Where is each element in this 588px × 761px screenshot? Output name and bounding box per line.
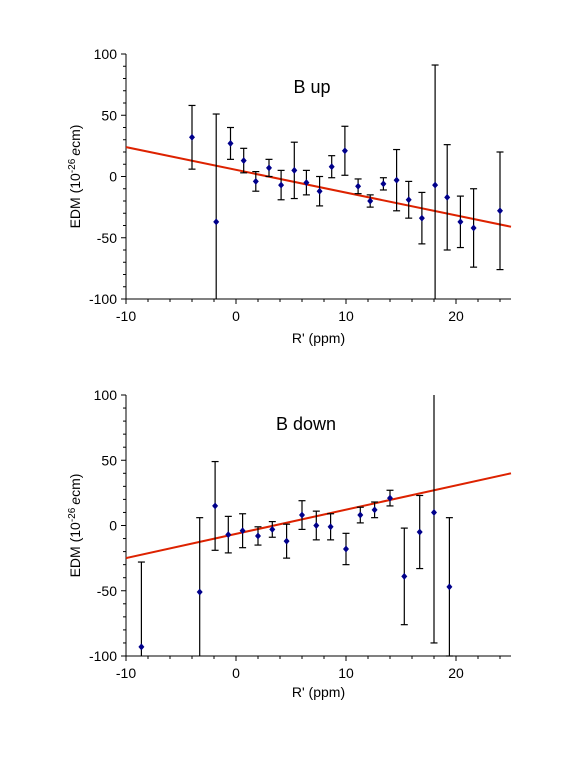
- data-point: [291, 166, 298, 174]
- data-point: [213, 218, 220, 226]
- data-point: [497, 207, 503, 215]
- data-point: [240, 157, 247, 165]
- data-point: [212, 502, 219, 510]
- y-tick-label: 50: [101, 107, 117, 123]
- data-point: [303, 179, 310, 187]
- data-point: [328, 163, 335, 171]
- y-axis-title-main: EDM (10: [67, 173, 83, 228]
- data-point: [239, 527, 246, 535]
- data-point: [255, 532, 261, 540]
- error-bar: [196, 517, 204, 656]
- error-bar: [137, 561, 145, 656]
- x-tick-label: -10: [116, 665, 136, 681]
- y-axis-title-exponent: -26: [67, 158, 78, 173]
- data-point: [367, 197, 374, 205]
- data-point: [357, 511, 364, 519]
- data-point: [266, 164, 272, 172]
- data-point: [341, 147, 348, 155]
- x-axis-title: R' (ppm): [292, 684, 345, 700]
- data-point: [355, 182, 362, 190]
- data-point: [457, 218, 464, 226]
- data-point: [432, 181, 439, 189]
- x-tick-label: 10: [338, 665, 354, 681]
- data-point: [387, 494, 393, 502]
- y-axis-title-unit-e: e: [67, 497, 83, 505]
- data-point: [470, 224, 477, 232]
- data-point: [431, 508, 437, 516]
- data-point: [227, 139, 234, 147]
- data-point: [444, 193, 451, 201]
- fit-line: [125, 472, 512, 560]
- fit-line: [125, 146, 512, 228]
- y-axis-title-exponent: -26: [67, 507, 78, 522]
- data-point: [138, 643, 145, 651]
- data-point: [371, 506, 378, 514]
- data-point: [405, 196, 412, 204]
- data-point: [327, 523, 334, 531]
- data-point: [269, 525, 276, 533]
- panel-title: B down: [276, 414, 336, 434]
- error-bar: [430, 395, 438, 644]
- y-tick-label: -100: [89, 648, 117, 664]
- data-point: [196, 588, 203, 596]
- y-tick-label: -50: [97, 230, 117, 246]
- error-bar: [212, 113, 220, 299]
- x-tick-label: -10: [116, 308, 136, 324]
- y-axis-title-unit-e: e: [67, 148, 83, 156]
- y-axis-title: EDM (10-26 ecm): [67, 125, 83, 229]
- x-tick-label: 0: [232, 665, 240, 681]
- data-point: [401, 572, 408, 580]
- y-tick-label: -100: [89, 291, 117, 307]
- y-tick-label: 100: [94, 387, 118, 403]
- data-point: [252, 177, 259, 185]
- x-tick-label: 0: [232, 308, 240, 324]
- data-point: [446, 583, 453, 591]
- data-point: [418, 214, 425, 222]
- y-tick-label: 0: [109, 518, 117, 534]
- data-point: [278, 181, 285, 189]
- data-point: [189, 133, 195, 141]
- y-axis-title-unit-rest: cm): [67, 474, 83, 497]
- data-point: [316, 187, 323, 195]
- data-point: [283, 537, 290, 545]
- y-tick-label: 100: [94, 46, 118, 62]
- data-point: [299, 511, 305, 519]
- data-point: [343, 545, 349, 553]
- panel-title: B up: [293, 77, 330, 97]
- x-tick-label: 10: [338, 308, 354, 324]
- data-point: [313, 522, 320, 529]
- data-point: [393, 176, 400, 184]
- y-axis-title: EDM (10-26 ecm): [67, 474, 83, 578]
- x-axis-title: R' (ppm): [292, 330, 345, 346]
- data-point: [416, 528, 423, 536]
- x-tick-label: 20: [448, 665, 464, 681]
- y-axis-title-main: EDM (10: [67, 522, 83, 577]
- y-axis-title-unit-rest: cm): [67, 125, 83, 148]
- y-tick-label: -50: [97, 583, 117, 599]
- data-point: [225, 531, 232, 539]
- x-tick-label: 20: [448, 308, 464, 324]
- data-point: [380, 180, 387, 188]
- y-tick-label: 50: [101, 452, 117, 468]
- y-tick-label: 0: [109, 169, 117, 185]
